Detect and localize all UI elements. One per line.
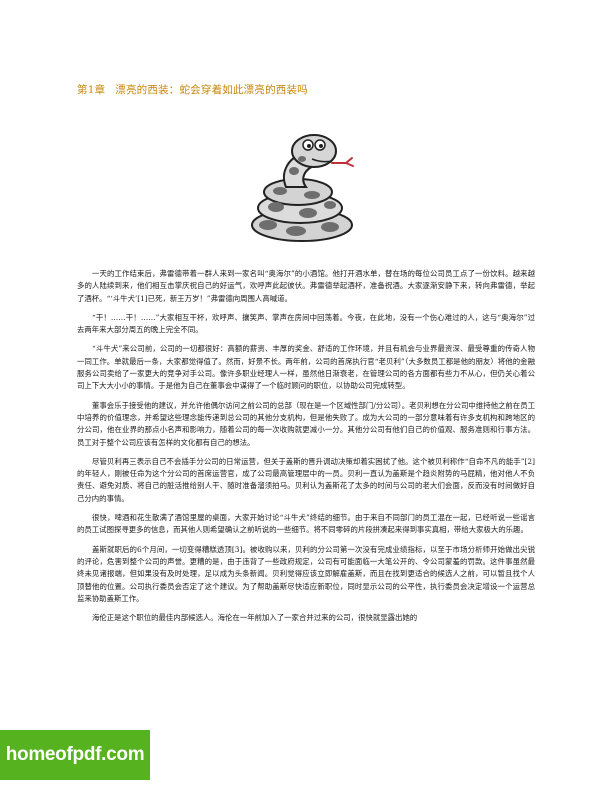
paragraph: “干！……干！……”大家相互干杯，欢呼声、攘笑声、掌声在房间中回荡着。今夜，在此… bbox=[77, 312, 535, 335]
paragraph: 盖斯就职后的6个月间，一切变得糟糕透顶[3]。被收购以来，贝利的分公司第一次没有… bbox=[77, 544, 535, 603]
paragraph: 一天的工作结束后，弗雷德带着一群人来到一家名叫“奥海尔”的小酒馆。他打开酒水单，… bbox=[77, 269, 535, 303]
chapter-title: 漂亮的西装：蛇会穿着如此漂亮的西装吗 bbox=[115, 84, 308, 96]
chapter-heading: 第1章 漂亮的西装：蛇会穿着如此漂亮的西装吗 bbox=[77, 82, 308, 97]
watermark-badge[interactable]: homeofpdf.com bbox=[0, 730, 150, 780]
snake-illustration bbox=[246, 125, 364, 245]
paragraph: 董事会乐于接受他的建议，并允许他偶尔访问之前公司的总部（现在是一个区域性部门/分… bbox=[77, 400, 535, 447]
paragraph: 海伦正是这个职位的最佳内部候选人。海伦在一年前加入了一家合并过来的公司，很快就显… bbox=[92, 613, 418, 623]
paragraph: “斗牛犬”来公司前，公司的一切都很好：高额的薪资、丰厚的奖金、舒适的工作环境，并… bbox=[77, 344, 535, 391]
watermark-text: homeofpdf.com bbox=[5, 744, 145, 765]
snake-icon bbox=[251, 134, 354, 242]
chapter-number: 第1章 bbox=[77, 84, 106, 96]
paragraph: 很快，啤酒和花生散满了酒馆里屋的桌面，大家开始讨论“斗牛犬”终结的细节。由于来自… bbox=[77, 513, 535, 535]
body-text: 一天的工作结束后，弗雷德带着一群人来到一家名叫“奥海尔”的小酒馆。他打开酒水单，… bbox=[77, 268, 535, 631]
paragraph: 尽管贝利再三表示自己不会插手分公司的日常运营，但关于盖斯的晋升调动决策却着实困扰… bbox=[77, 456, 535, 503]
